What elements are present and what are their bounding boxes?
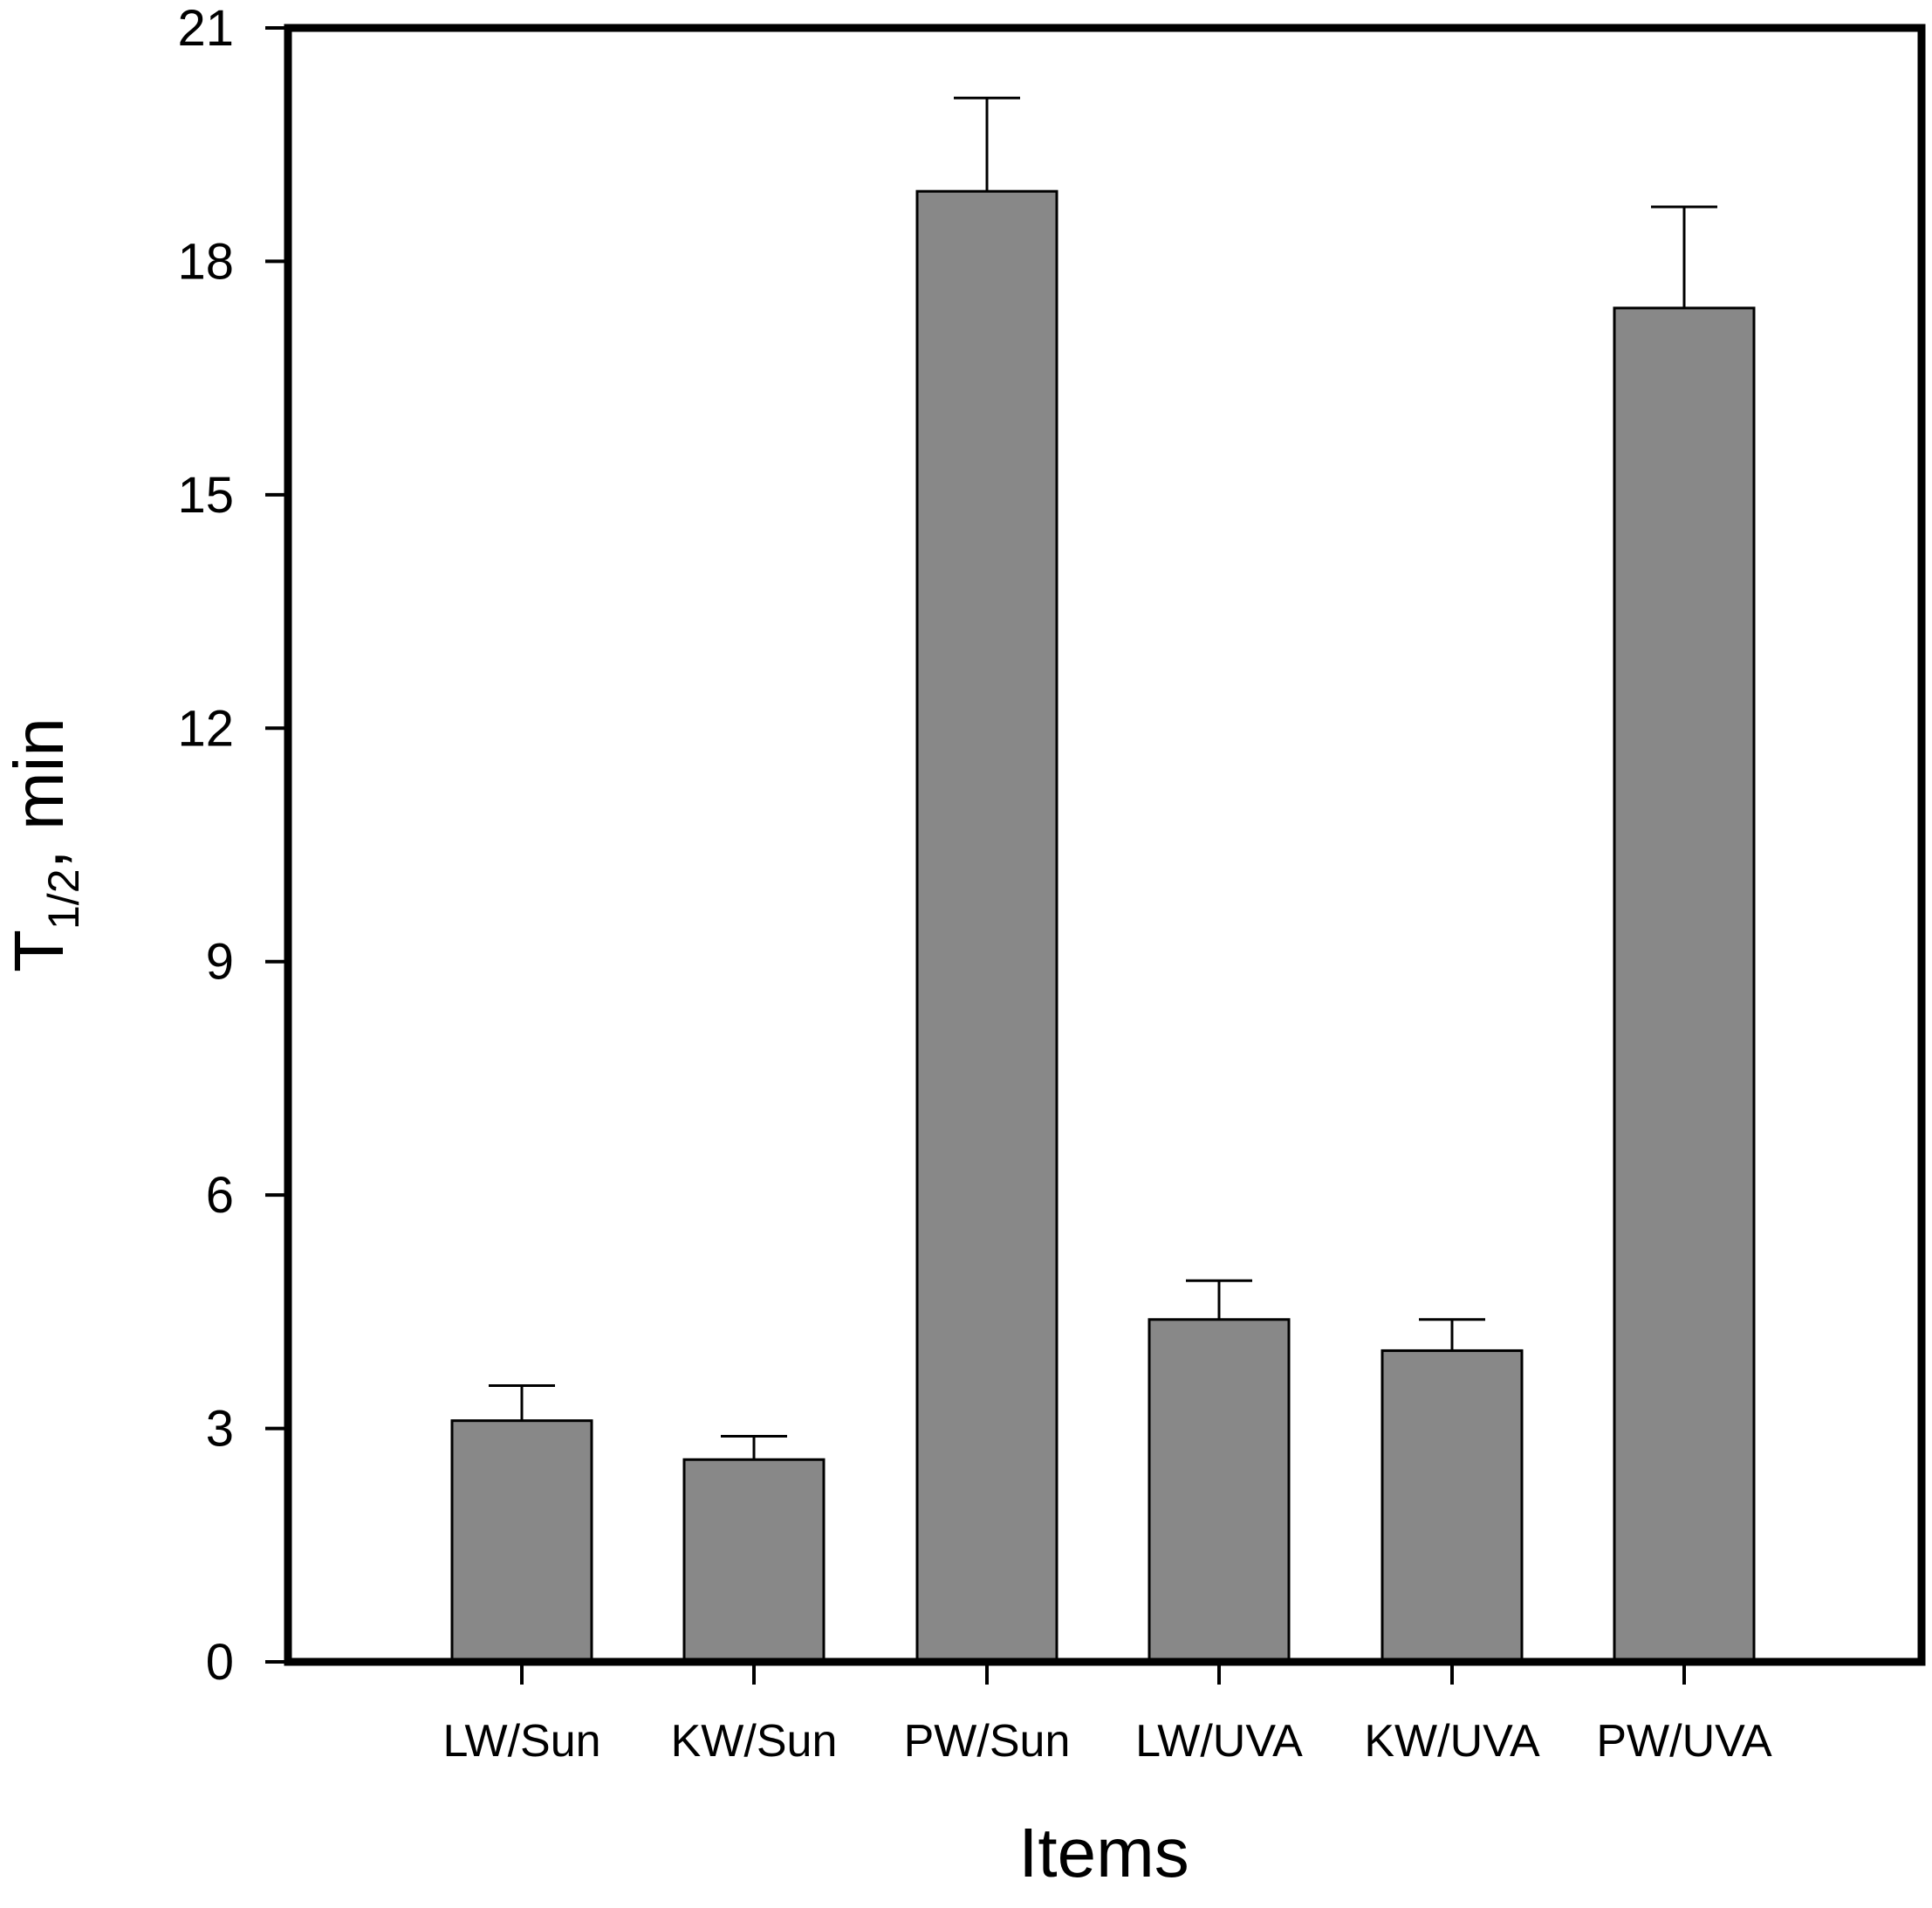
- y-tick-label-2: 6: [206, 1167, 234, 1224]
- x-tick-label-1: KW/Sun: [671, 1716, 838, 1767]
- bar-1: [682, 1458, 826, 1664]
- x-tick-label-5: PW/UVA: [1596, 1716, 1772, 1767]
- x-tick-label-3: LW/UVA: [1135, 1716, 1303, 1767]
- x-tick-label-2: PW/Sun: [904, 1716, 1071, 1767]
- y-axis-title-suffix: , min: [0, 717, 78, 868]
- y-tick-label-5: 15: [177, 467, 234, 524]
- y-axis-title-subscript: 1/2: [39, 868, 88, 930]
- x-axis-title: Items: [1018, 1814, 1189, 1891]
- y-tick-label-0: 0: [206, 1634, 234, 1691]
- y-tick-label-3: 9: [206, 934, 234, 991]
- error-bars-group: [489, 96, 1717, 1460]
- bar-2: [915, 189, 1058, 1664]
- bar-0: [450, 1419, 593, 1664]
- bars-group: [450, 189, 1756, 1664]
- bar-3: [1148, 1318, 1291, 1664]
- x-tick-label-0: LW/Sun: [442, 1716, 600, 1767]
- y-tick-label-1: 3: [206, 1401, 234, 1458]
- y-axis-title-main: T: [0, 930, 78, 972]
- x-tick-label-4: KW/UVA: [1364, 1716, 1540, 1767]
- x-axis-ticks: LW/Sun KW/Sun PW/Sun LW/UVA KW/UVA PW/UVA: [442, 1662, 1772, 1767]
- y-tick-label-6: 18: [177, 233, 234, 290]
- y-axis-title: T1/2, min: [0, 717, 88, 972]
- y-tick-label-7: 21: [177, 0, 234, 57]
- bar-5: [1613, 306, 1756, 1664]
- bar-4: [1380, 1349, 1524, 1664]
- plot-frame: [284, 24, 1926, 1666]
- y-axis-ticks: 0 3 6 9 12 15 18 21: [177, 0, 288, 1691]
- y-tick-label-4: 12: [177, 700, 234, 757]
